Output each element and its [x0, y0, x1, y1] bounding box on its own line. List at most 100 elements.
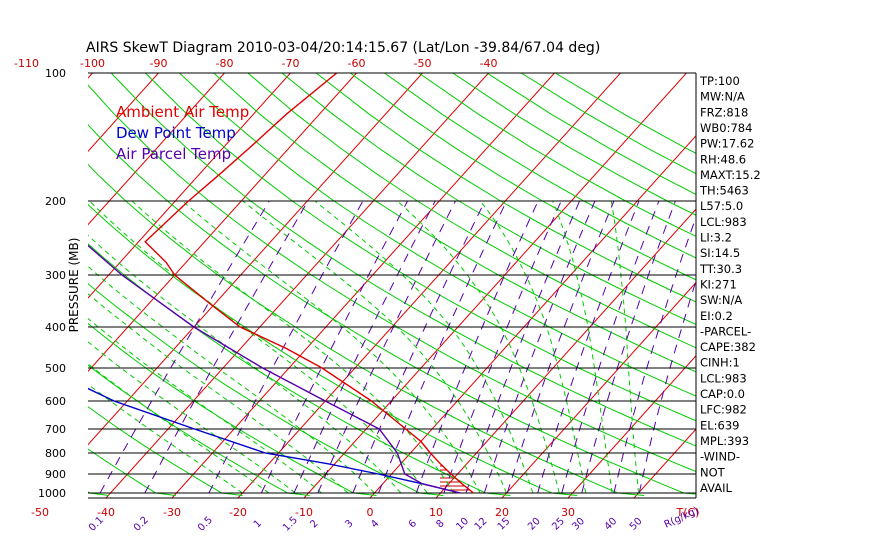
- dry-adiabat: [88, 84, 696, 473]
- index-entry: MAXT:15.2: [700, 168, 761, 182]
- index-entry: WB0:784: [700, 121, 752, 135]
- dry-adiabat: [418, 73, 696, 237]
- moist-adiabat: [242, 200, 507, 494]
- index-entry: LFC:982: [700, 403, 747, 417]
- isotherm-line: [303, 73, 687, 498]
- mixing-ratio-line: [352, 200, 486, 494]
- mixing-ratio-line: [561, 200, 660, 494]
- mixing-ratio-label: 10: [454, 516, 471, 533]
- index-entry: CAPE:382: [700, 340, 756, 354]
- top-temp-tick-label: -60: [348, 57, 366, 70]
- dry-adiabat: [88, 406, 243, 496]
- bottom-temp-tick-label: -50: [31, 506, 49, 519]
- moist-adiabat: [88, 383, 243, 494]
- mixing-ratio-label: 0.2: [132, 515, 151, 534]
- dry-adiabat: [486, 73, 696, 195]
- moist-adiabat: [89, 200, 428, 494]
- dry-adiabat: [88, 243, 511, 496]
- index-entry: KI:271: [700, 277, 737, 291]
- index-entry: TT:30.3: [699, 262, 742, 276]
- bottom-temp-tick-label: 30: [561, 506, 575, 519]
- index-entry: SW:N/A: [700, 293, 742, 307]
- isotherm-line: [0, 73, 27, 498]
- isotherm-line: [105, 73, 489, 498]
- top-temp-tick-label: -90: [150, 57, 168, 70]
- dry-adiabat: [88, 283, 444, 496]
- mixing-ratio-label: 12: [473, 516, 490, 533]
- isotherm-line: [766, 73, 870, 498]
- mixing-ratio-label: 8: [434, 518, 446, 530]
- dry-adiabat: [247, 73, 696, 349]
- index-entry: LI:3.2: [700, 231, 732, 245]
- dry-adiabat: [350, 73, 696, 281]
- x-axis-unit-label: T(C): [676, 506, 700, 519]
- mixing-ratio-line: [443, 200, 562, 494]
- mixing-ratio-line: [208, 200, 364, 494]
- series: [88, 73, 474, 494]
- mixing-ratio-label: 3: [343, 518, 355, 530]
- legend-entry-0: Ambient Air Temp: [116, 103, 249, 121]
- isotherm-line: [88, 73, 357, 373]
- top-temp-tick-label: -110: [14, 57, 39, 70]
- pressure-tick-label: 800: [45, 447, 66, 460]
- isotherm-line: [88, 73, 423, 446]
- dry-adiabat: [88, 203, 578, 496]
- pressure-tick-label: 200: [45, 195, 66, 208]
- dry-adiabat: [179, 73, 696, 397]
- mixing-ratio-label: 50: [628, 516, 645, 533]
- mixing-ratio-line: [483, 200, 596, 494]
- legend: Ambient Air Temp Dew Point Temp Air Parcel…: [116, 103, 249, 163]
- dry-adiabat: [88, 448, 176, 496]
- moist-adiabat: [88, 293, 349, 494]
- index-entry: CINH:1: [700, 356, 740, 370]
- top-temp-tick-label: -50: [414, 57, 432, 70]
- top-temp-tick-label: -70: [282, 57, 300, 70]
- index-entry: AVAIL: [700, 481, 733, 495]
- index-entry: NOT: [700, 465, 726, 479]
- mixing-ratio-label: 0.5: [196, 515, 215, 534]
- mixing-ratio-label: 1: [252, 518, 264, 530]
- bottom-temp-tick-label: 0: [367, 506, 374, 519]
- top-temp-tick-label: -80: [216, 57, 234, 70]
- bottom-temp-tick-label: -10: [295, 506, 313, 519]
- index-entry: TP:100: [699, 74, 740, 88]
- mixing-ratio-line: [378, 200, 507, 494]
- dry-adiabat: [281, 73, 696, 325]
- dry-adiabat: [213, 73, 696, 373]
- series-line-2: [88, 244, 461, 494]
- index-entry: CAP:0.0: [700, 387, 745, 401]
- legend-entry-2: Air Parcel Temp: [116, 145, 231, 163]
- bottom-temp-tick-label: -20: [229, 506, 247, 519]
- pressure-tick-label: 1000: [38, 487, 66, 500]
- legend-entry-1: Dew Point Temp: [116, 124, 236, 142]
- dry-adiabat: [88, 322, 377, 496]
- index-entry: PW:17.62: [700, 137, 754, 151]
- isotherm-line: [88, 73, 225, 226]
- index-entry: RH:48.6: [700, 152, 746, 166]
- moist-adiabat: [480, 200, 587, 494]
- isotherm-line: [88, 73, 291, 299]
- index-entry: LCL:983: [700, 371, 747, 385]
- series-line-1: [88, 387, 461, 494]
- dry-adiabat: [145, 73, 696, 422]
- bottom-temp-tick-label: 10: [429, 506, 443, 519]
- index-entry: -WIND-: [700, 450, 740, 464]
- mixing-ratio-label: 4: [369, 518, 381, 530]
- mixing-ratio-label: 40: [603, 516, 620, 533]
- series-line-0: [144, 73, 474, 494]
- pressure-tick-label: 900: [45, 468, 66, 481]
- dry-adiabat: [88, 163, 645, 496]
- isotherm-line: [567, 355, 696, 498]
- index-entry: LCL:983: [700, 215, 747, 229]
- isotherm-line: [88, 73, 159, 153]
- bottom-temp-tick-label: -30: [163, 506, 181, 519]
- moist-adiabat: [552, 200, 613, 494]
- pressure-tick-label: 300: [45, 269, 66, 282]
- pressure-tick-label: 500: [45, 362, 66, 375]
- bottom-temp-tick-label: 20: [495, 506, 509, 519]
- grid: [0, 73, 870, 498]
- isotherm-line: [237, 73, 621, 498]
